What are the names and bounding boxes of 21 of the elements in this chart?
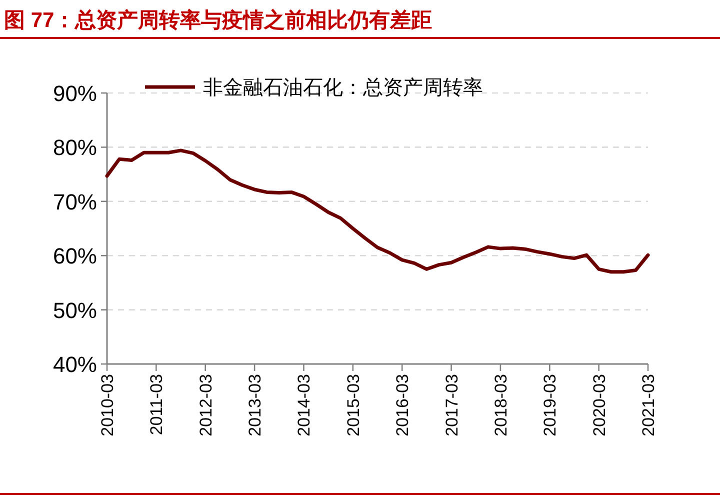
chart-title: 图 77：总资产周转率与疫情之前相比仍有差距: [4, 8, 432, 32]
y-tick-label: 50%: [52, 298, 97, 323]
legend-label: 非金融石油石化：总资产周转率: [203, 77, 483, 99]
x-tick-label: 2010-03: [98, 374, 117, 436]
x-tick-label: 2018-03: [491, 374, 510, 436]
y-tick-label: 90%: [52, 81, 97, 106]
y-tick-label: 60%: [52, 244, 97, 269]
x-tick-label: 2014-03: [294, 374, 314, 436]
x-tick-label: 2017-03: [442, 374, 462, 436]
x-tick-label: 2019-03: [540, 374, 560, 436]
y-tick-label: 40%: [52, 352, 97, 377]
line-series: [105, 148, 650, 274]
x-tick-label: 2011-03: [147, 374, 166, 436]
y-tick-label: 70%: [52, 189, 97, 214]
x-tick-label: 2015-03: [344, 374, 363, 436]
x-tick-label: 2012-03: [196, 374, 216, 436]
x-tick-label: 2021-03: [639, 374, 658, 436]
x-tick-label: 2013-03: [246, 374, 265, 436]
y-tick-label: 80%: [52, 135, 97, 160]
x-tick-label: 2016-03: [393, 374, 412, 436]
x-tick-label: 2020-03: [590, 374, 609, 436]
